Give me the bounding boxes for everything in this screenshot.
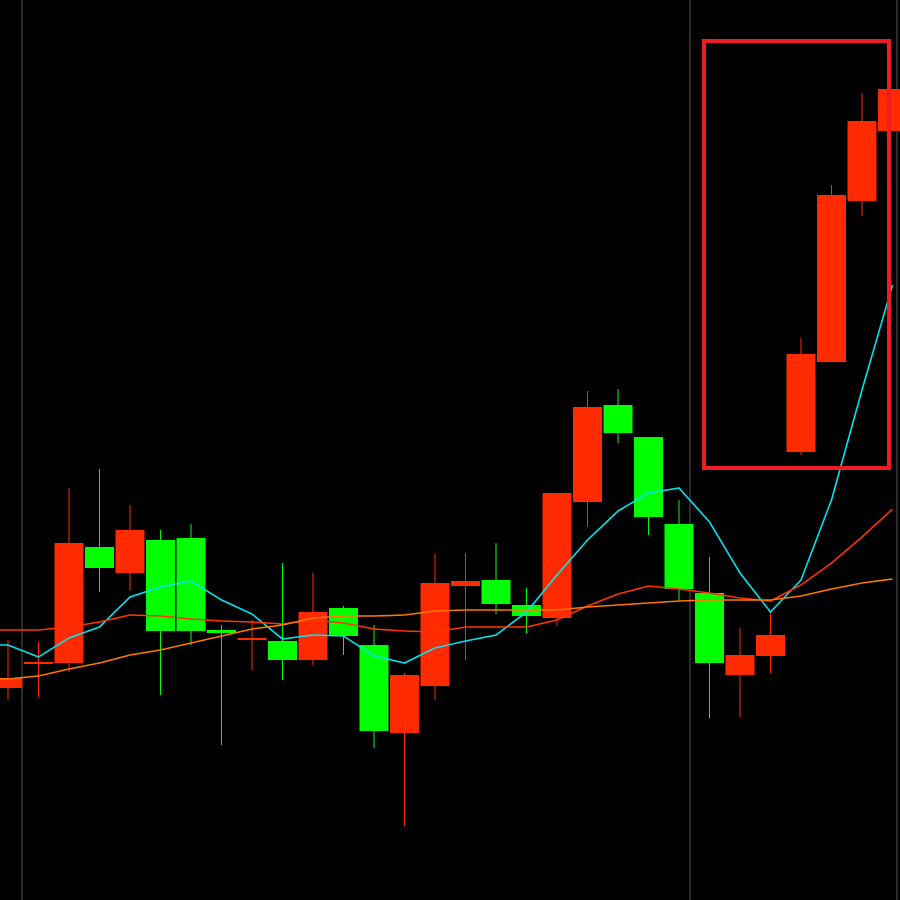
vertical-separators bbox=[21, 0, 898, 900]
candle-body-down bbox=[481, 580, 511, 604]
candle-body-down bbox=[603, 405, 633, 433]
candle-body-up bbox=[24, 662, 53, 664]
candle-body-up bbox=[420, 583, 450, 686]
candle-body-up bbox=[817, 195, 846, 362]
candle-body-down bbox=[359, 645, 389, 731]
candle-body-up bbox=[0, 678, 23, 688]
candle-body-up bbox=[725, 655, 755, 675]
ma-short-line bbox=[0, 284, 894, 664]
candle-body-up bbox=[786, 354, 816, 452]
candles bbox=[0, 89, 900, 826]
candle-body-up bbox=[573, 407, 602, 502]
highlight-box bbox=[702, 39, 891, 470]
candle-body-up bbox=[237, 638, 267, 640]
candle-body-down bbox=[176, 538, 206, 631]
candle-body-up bbox=[756, 635, 785, 656]
candle-body-up bbox=[115, 530, 145, 573]
highlight-box-layer bbox=[702, 39, 891, 470]
candle-body-down bbox=[634, 437, 663, 517]
ma-mid-line bbox=[0, 508, 894, 633]
candle-body-down bbox=[85, 547, 114, 568]
candle-body-up bbox=[451, 581, 480, 586]
candle-body-up bbox=[847, 121, 877, 201]
candle-body-up bbox=[54, 543, 84, 663]
candle-body-up bbox=[542, 493, 572, 618]
candle-body-up bbox=[390, 675, 419, 733]
candle-body-down bbox=[207, 630, 236, 633]
candle-body-down bbox=[268, 641, 297, 660]
ma-long-line bbox=[0, 578, 893, 680]
candle-body-down bbox=[664, 524, 694, 589]
moving-averages bbox=[0, 284, 894, 680]
candle-body-down bbox=[695, 593, 724, 663]
